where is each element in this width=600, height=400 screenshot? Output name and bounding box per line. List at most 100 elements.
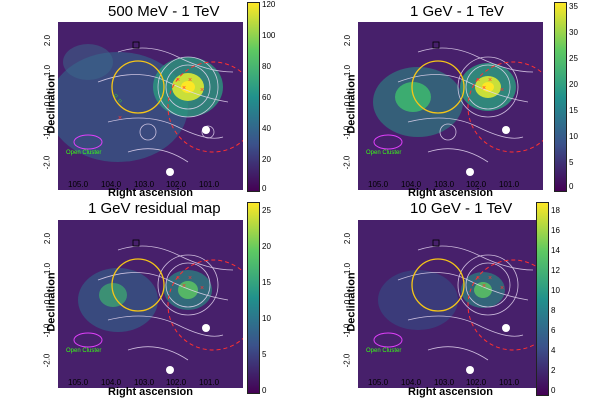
colorbar-tick: 0 bbox=[551, 386, 556, 395]
sky-map-image: ×××× bbox=[358, 22, 543, 190]
x-tick: 103.0 bbox=[434, 378, 455, 387]
x-tick: 105.0 bbox=[368, 180, 389, 189]
x-tick: 101.0 bbox=[199, 180, 220, 189]
colorbar-tick: 20 bbox=[262, 242, 271, 251]
open-cluster-label: Open Cluster bbox=[66, 150, 102, 156]
colorbar-tick: 10 bbox=[551, 286, 560, 295]
colorbar-tick: 30 bbox=[569, 28, 578, 37]
x-tick: 105.0 bbox=[68, 180, 89, 189]
y-tick: -1.0 bbox=[42, 323, 52, 338]
y-tick: 0.0 bbox=[43, 94, 53, 107]
colorbar bbox=[247, 202, 260, 394]
x-tick: 104.0 bbox=[101, 180, 122, 189]
colorbar-tick: 25 bbox=[569, 54, 578, 63]
x-tick: 102.0 bbox=[466, 180, 487, 189]
colorbar bbox=[247, 2, 260, 192]
x-tick: 103.0 bbox=[134, 180, 155, 189]
y-tick: 2.0 bbox=[343, 232, 353, 245]
x-tick: 102.0 bbox=[466, 378, 487, 387]
x-axis-label: Right ascension bbox=[408, 187, 493, 199]
colorbar-tick: 0 bbox=[262, 184, 267, 193]
panel-3: 1 GeV residual map × × × × Open Clu bbox=[0, 200, 300, 400]
colorbar-tick: 10 bbox=[262, 314, 271, 323]
x-tick: 105.0 bbox=[368, 378, 389, 387]
panel-2: 1 GeV - 1 TeV × × × × bbox=[300, 0, 600, 200]
y-tick: 1.0 bbox=[43, 262, 53, 275]
colorbar-tick: 12 bbox=[551, 266, 560, 275]
y-tick: 0.0 bbox=[43, 292, 53, 305]
colorbar-tick: 18 bbox=[551, 206, 560, 215]
x-tick: 103.0 bbox=[434, 180, 455, 189]
y-tick: 1.0 bbox=[343, 262, 353, 275]
colorbar-tick: 20 bbox=[569, 80, 578, 89]
colorbar-tick: 6 bbox=[551, 326, 556, 335]
sky-map-image: ◇◇ ××××× bbox=[58, 22, 243, 190]
colorbar-tick: 0 bbox=[569, 182, 574, 191]
x-tick: 104.0 bbox=[401, 378, 422, 387]
colorbar-tick: 4 bbox=[551, 346, 556, 355]
y-tick: 2.0 bbox=[43, 34, 53, 47]
svg-text:×: × bbox=[188, 275, 192, 282]
y-tick: -2.0 bbox=[342, 353, 352, 368]
panel-4: 10 GeV - 1 TeV × × × × Open Cluster D bbox=[300, 200, 600, 400]
sky-map: ◇ ◇ × × × × × Open Cluster bbox=[58, 22, 243, 190]
svg-text:×: × bbox=[118, 115, 122, 122]
colorbar-tick: 25 bbox=[262, 206, 271, 215]
svg-text:×: × bbox=[500, 285, 504, 292]
svg-text:×: × bbox=[176, 275, 180, 282]
svg-text:×: × bbox=[488, 77, 492, 84]
y-tick: 1.0 bbox=[43, 64, 53, 77]
x-tick: 101.0 bbox=[199, 378, 220, 387]
y-tick: 0.0 bbox=[343, 94, 353, 107]
colorbar bbox=[536, 202, 549, 396]
colorbar-tick: 40 bbox=[262, 124, 271, 133]
svg-text:×: × bbox=[200, 285, 204, 292]
colorbar-tick: 14 bbox=[551, 246, 560, 255]
svg-text:◇: ◇ bbox=[118, 98, 122, 104]
panel-title: 1 GeV residual map bbox=[88, 200, 221, 217]
x-tick: 102.0 bbox=[166, 180, 187, 189]
panel-title: 1 GeV - 1 TeV bbox=[410, 3, 504, 20]
svg-text:×: × bbox=[182, 283, 186, 290]
colorbar-tick: 2 bbox=[551, 366, 556, 375]
open-cluster-label: Open Cluster bbox=[66, 348, 102, 354]
y-tick: -1.0 bbox=[342, 323, 352, 338]
colorbar-tick: 60 bbox=[262, 93, 271, 102]
svg-text:×: × bbox=[488, 275, 492, 282]
colorbar-tick: 120 bbox=[262, 0, 276, 9]
panel-1: 500 MeV - 1 TeV bbox=[0, 0, 300, 200]
x-tick: 105.0 bbox=[68, 378, 89, 387]
colorbar-tick: 8 bbox=[551, 306, 556, 315]
colorbar-tick: 15 bbox=[262, 278, 271, 287]
y-tick: -2.0 bbox=[42, 353, 52, 368]
colorbar-tick: 15 bbox=[569, 106, 578, 115]
sky-map: × × × × Open Cluster bbox=[358, 22, 543, 190]
svg-text:×: × bbox=[482, 85, 486, 92]
panel-title: 500 MeV - 1 TeV bbox=[108, 3, 220, 20]
x-tick: 104.0 bbox=[401, 180, 422, 189]
svg-text:×: × bbox=[476, 77, 480, 84]
sky-map-image: ×××× bbox=[358, 220, 543, 388]
sky-map: × × × × Open Cluster bbox=[58, 220, 243, 388]
y-tick: -1.0 bbox=[42, 125, 52, 140]
svg-text:×: × bbox=[476, 275, 480, 282]
svg-text:×: × bbox=[176, 77, 180, 84]
x-tick: 102.0 bbox=[166, 378, 187, 387]
y-tick: -2.0 bbox=[42, 155, 52, 170]
x-tick: 101.0 bbox=[499, 378, 520, 387]
colorbar-tick: 16 bbox=[551, 226, 560, 235]
y-tick: 1.0 bbox=[343, 64, 353, 77]
x-tick: 101.0 bbox=[499, 180, 520, 189]
svg-text:×: × bbox=[200, 87, 204, 94]
colorbar-tick: 35 bbox=[569, 2, 578, 11]
open-cluster-label: Open Cluster bbox=[366, 348, 402, 354]
sky-map-image: ×××× bbox=[58, 220, 243, 388]
colorbar-tick: 80 bbox=[262, 62, 271, 71]
svg-text:×: × bbox=[482, 283, 486, 290]
panel-title: 10 GeV - 1 TeV bbox=[410, 200, 513, 217]
y-tick: 0.0 bbox=[343, 292, 353, 305]
y-tick: 2.0 bbox=[343, 34, 353, 47]
y-tick: -2.0 bbox=[342, 155, 352, 170]
y-tick: -1.0 bbox=[342, 125, 352, 140]
colorbar-tick: 5 bbox=[262, 350, 267, 359]
